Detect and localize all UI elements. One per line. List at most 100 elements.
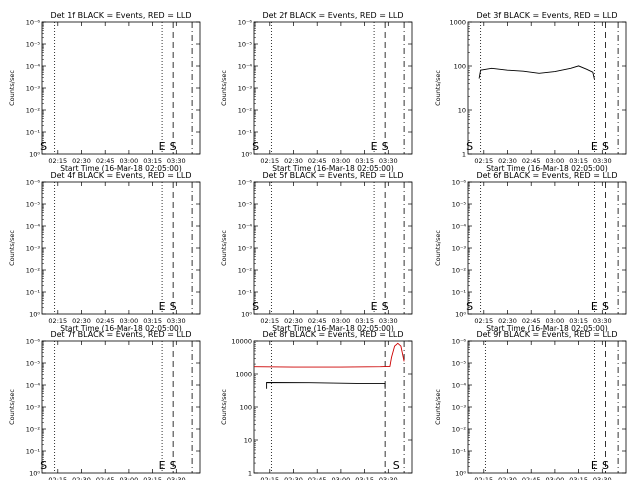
x-axis-label: Start Time (16-Mar-18 02:05:00) (486, 324, 608, 333)
panel-title: Det 5f BLACK = Events, RED = LLD (262, 171, 403, 180)
x-tick-label: 03:15 (143, 476, 162, 480)
event-marker-S: S (466, 140, 473, 153)
y-tick-label: 10⁰ (29, 470, 40, 478)
y-tick-label: 10 (458, 107, 466, 115)
y-axis-label: Counts/sec (8, 70, 16, 106)
event-marker-S: S (393, 459, 400, 472)
x-tick-label: 03:00 (546, 476, 565, 480)
y-axis-label: Counts/sec (434, 389, 442, 425)
event-marker-S: S (40, 459, 47, 472)
x-tick-label: 03:15 (355, 157, 374, 165)
y-tick-label: 10⁰ (455, 470, 466, 478)
y-tick-label: 10⁻⁴ (238, 63, 253, 71)
event-marker-S: S (252, 140, 259, 153)
plot-frame (467, 21, 627, 155)
event-marker-E: E (371, 300, 378, 313)
y-tick-label: 10⁻³ (238, 85, 253, 93)
plot-panel-5: Det 5f BLACK = Events, RED = LLD 10⁰ 10⁻¹ 1… (220, 171, 413, 333)
y-tick-label: 10⁻³ (238, 245, 253, 253)
x-axis-label: Start Time (16-Mar-18 02:05:00) (60, 164, 182, 173)
y-tick-label: 10⁻² (26, 426, 41, 434)
y-tick-label: 10⁻⁴ (238, 223, 253, 231)
plot-frame (467, 181, 627, 315)
event-marker-E: E (159, 140, 166, 153)
series-line-1 (478, 65, 595, 80)
y-tick-label: 10⁻⁴ (452, 382, 467, 390)
y-tick-label: 10⁻⁵ (238, 41, 253, 49)
y-tick-label: 10⁻⁵ (452, 201, 467, 209)
panel-title: Det 3f BLACK = Events, RED = LLD (476, 11, 617, 20)
x-tick-label: 02:45 (96, 476, 115, 480)
panel-title: Det 7f BLACK = Events, RED = LLD (50, 330, 191, 339)
panel-title: Det 1f BLACK = Events, RED = LLD (50, 11, 191, 20)
x-tick-label: 02:15 (48, 157, 67, 165)
x-tick-label: 02:45 (308, 157, 327, 165)
x-tick-label: 03:00 (546, 317, 565, 325)
y-tick-label: 10⁻⁴ (26, 382, 41, 390)
x-axis-label: Start Time (16-Mar-18 02:05:00) (272, 324, 394, 333)
y-axis-label: Counts/sec (434, 70, 442, 106)
x-tick-label: 02:45 (522, 317, 541, 325)
event-marker-S: S (382, 140, 389, 153)
plot-panel-8: Det 8f BLACK = Events, RED = LLD 1 10 100 10… (220, 330, 413, 480)
x-tick-label: 03:30 (167, 157, 186, 165)
x-tick-label: 02:30 (72, 476, 91, 480)
x-tick-label: 03:30 (593, 476, 612, 480)
event-marker-S: S (252, 300, 259, 313)
y-tick-label: 10⁻³ (26, 404, 41, 412)
x-tick-label: 03:15 (355, 317, 374, 325)
x-tick-label: 02:15 (260, 157, 279, 165)
plot-frame (41, 181, 201, 315)
y-tick-label: 10⁻² (452, 426, 467, 434)
y-axis-label: Counts/sec (8, 230, 16, 266)
y-tick-label: 10⁻² (238, 267, 253, 275)
x-tick-label: 02:30 (498, 476, 517, 480)
x-tick-label: 02:15 (48, 317, 67, 325)
y-tick-label: 10⁻⁶ (26, 179, 41, 187)
y-tick-label: 1000 (449, 19, 466, 27)
y-tick-label: 10⁻⁵ (238, 201, 253, 209)
x-tick-label: 03:00 (332, 317, 351, 325)
plot-frame (253, 340, 413, 474)
panel-title: Det 9f BLACK = Events, RED = LLD (476, 330, 617, 339)
x-axis-label: Start Time (16-Mar-18 02:05:00) (486, 164, 608, 173)
x-tick-label: 03:15 (569, 157, 588, 165)
y-tick-label: 10⁻⁵ (26, 360, 41, 368)
y-tick-label: 10⁻⁶ (452, 338, 467, 346)
x-tick-label: 02:45 (96, 317, 115, 325)
event-marker-S: S (602, 140, 609, 153)
x-tick-label: 03:00 (120, 317, 139, 325)
x-axis-label: Start Time (16-Mar-18 02:05:00) (60, 324, 182, 333)
panel-title: Det 8f BLACK = Events, RED = LLD (262, 330, 403, 339)
event-marker-E: E (371, 140, 378, 153)
y-tick-label: 10⁻¹ (26, 289, 41, 297)
y-tick-label: 10⁻⁶ (26, 338, 41, 346)
panel-title: Det 4f BLACK = Events, RED = LLD (50, 171, 191, 180)
plot-frame (253, 21, 413, 155)
y-tick-label: 10⁻¹ (452, 448, 467, 456)
panel-title: Det 2f BLACK = Events, RED = LLD (262, 11, 403, 20)
x-tick-label: 03:30 (167, 317, 186, 325)
x-tick-label: 03:30 (379, 317, 398, 325)
y-tick-label: 10⁻¹ (238, 129, 253, 137)
y-tick-label: 10⁻⁶ (452, 179, 467, 187)
x-tick-label: 02:45 (308, 317, 327, 325)
x-tick-label: 03:30 (167, 476, 186, 480)
event-marker-S: S (40, 140, 47, 153)
y-tick-label: 10⁻² (238, 107, 253, 115)
plot-frame (41, 340, 201, 474)
event-marker-S: S (602, 459, 609, 472)
event-marker-E: E (159, 300, 166, 313)
event-marker-S: S (382, 300, 389, 313)
x-tick-label: 02:15 (474, 476, 493, 480)
y-tick-label: 10⁻⁵ (26, 201, 41, 209)
x-tick-label: 02:30 (72, 317, 91, 325)
x-tick-label: 03:30 (379, 476, 398, 480)
x-tick-label: 03:15 (143, 317, 162, 325)
plot-panel-1: Det 1f BLACK = Events, RED = LLD 10⁰ 10⁻¹ 1… (8, 11, 201, 173)
x-tick-label: 02:45 (522, 476, 541, 480)
y-tick-label: 10⁻² (452, 267, 467, 275)
plot-panel-7: Det 7f BLACK = Events, RED = LLD 10⁰ 10⁻¹ 1… (8, 330, 201, 480)
y-tick-label: 10⁻⁶ (238, 179, 253, 187)
